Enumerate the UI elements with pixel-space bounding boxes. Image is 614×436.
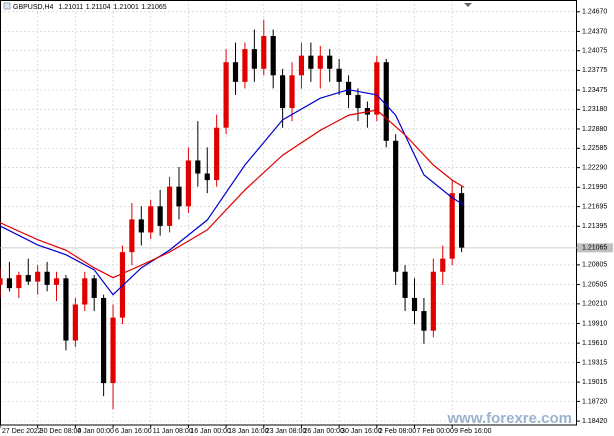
bid-label: 1.21065 <box>582 245 607 252</box>
x-tick-label: 27 Dec 2022 <box>2 428 42 435</box>
candle-body <box>129 219 135 253</box>
x-tick-label: 7 Feb 00:00 <box>416 428 453 435</box>
candle-body <box>317 55 323 69</box>
candle-body <box>327 55 333 69</box>
bid-box <box>577 243 613 253</box>
y-tick-label: 1.21990 <box>582 184 607 191</box>
x-tick-label: 2 Feb 08:00 <box>379 428 416 435</box>
candle-body <box>157 206 163 226</box>
candle-body <box>459 193 465 248</box>
y-tick-label: 1.24370 <box>582 28 607 35</box>
candle-body <box>119 252 126 318</box>
header-value: 1.21001 <box>114 4 139 11</box>
candle-body <box>53 278 60 285</box>
candle-body <box>280 75 286 109</box>
x-tick-label: 9 Feb 16:00 <box>454 428 491 435</box>
x-tick-label: 23 Jan 08:00 <box>266 428 307 435</box>
y-tick-label: 1.23475 <box>582 87 607 94</box>
y-tick-label: 1.20805 <box>582 262 607 269</box>
y-tick-label: 1.21395 <box>582 223 607 230</box>
y-tick-label: 1.24670 <box>582 9 607 16</box>
candle-body <box>214 127 220 181</box>
candle-body <box>44 271 50 285</box>
y-tick-label: 1.20505 <box>582 281 607 288</box>
x-tick-label: 18 Jan 16:00 <box>228 428 269 435</box>
plot-frame <box>0 0 577 426</box>
x-tick-label: 11 Jan 08:00 <box>153 428 193 435</box>
candle-body <box>16 275 22 289</box>
y-tick-label: 1.22880 <box>582 126 607 133</box>
candle-body <box>185 160 191 207</box>
candle-body <box>251 49 257 69</box>
scroll-triangle <box>464 3 472 7</box>
moving-average <box>0 109 465 279</box>
symbol-icon <box>3 2 11 10</box>
header-value: 1.21104 <box>86 4 111 11</box>
y-tick-label: 1.23775 <box>582 67 607 74</box>
header-value: 1.21011 <box>58 4 83 11</box>
candle-body <box>430 271 436 331</box>
y-tick-label: 1.23180 <box>582 106 607 113</box>
candle-body <box>393 140 399 272</box>
candle-body <box>195 160 201 174</box>
candle-body <box>232 62 239 82</box>
y-tick-label: 1.19910 <box>582 320 607 327</box>
x-tick-label: 30 Jan 16:00 <box>341 428 382 435</box>
y-tick-label: 1.18720 <box>582 398 607 405</box>
y-tick-label: 1.20210 <box>582 301 607 308</box>
candle-body <box>355 94 361 109</box>
candle-body <box>223 62 229 128</box>
x-tick-label: 4 Jan 00:00 <box>77 428 114 435</box>
candle-body <box>82 278 88 305</box>
x-tick-label: 16 Jan 00:00 <box>190 428 231 435</box>
x-tick-label: 30 Dec 08:00 <box>40 428 82 435</box>
candle-body <box>204 173 210 181</box>
candle-body <box>166 186 173 226</box>
candle-body <box>421 311 427 331</box>
candle-body <box>6 278 13 289</box>
candle-body <box>0 278 3 285</box>
header-value: GBPUSD,H4 <box>13 4 54 11</box>
watermark: www.forexre.com <box>447 410 572 427</box>
y-tick-label: 1.18420 <box>582 418 607 425</box>
candle-body <box>261 36 267 69</box>
y-tick-label: 1.22585 <box>582 145 607 152</box>
candle-body <box>383 62 389 141</box>
grid <box>0 0 577 425</box>
candle-body <box>242 49 248 82</box>
candle-body <box>402 271 408 298</box>
candle-body <box>91 278 97 298</box>
candle-body <box>440 258 446 272</box>
header-value: 1.21065 <box>141 4 166 11</box>
y-tick-label: 1.19315 <box>582 359 607 366</box>
y-tick-label: 1.22290 <box>582 164 607 171</box>
chart-header: GBPUSD,H4 1.21011 1.21104 1.21001 1.21065 <box>13 4 167 11</box>
candle-body <box>110 317 116 384</box>
candle-body <box>308 55 314 69</box>
candle-body <box>101 297 107 384</box>
candle-body <box>176 186 182 207</box>
y-tick-label: 1.24075 <box>582 48 607 55</box>
y-tick-label: 1.21695 <box>582 203 607 210</box>
candle-body <box>72 304 78 341</box>
x-tick-label: 6 Jan 16:00 <box>115 428 152 435</box>
candle-body <box>289 75 295 109</box>
candle-body <box>25 275 31 282</box>
candle-body <box>138 219 144 233</box>
candle-body <box>411 297 418 312</box>
candle-body <box>336 68 342 82</box>
x-tick-label: 26 Jan 00:00 <box>303 428 344 435</box>
candle-body <box>148 206 154 233</box>
candle-body <box>35 271 41 282</box>
candle-body <box>374 62 380 115</box>
y-tick-label: 1.19610 <box>582 340 607 347</box>
candle-body <box>449 193 455 259</box>
candle-body <box>345 81 352 95</box>
candle-body <box>270 36 276 76</box>
y-tick-label: 1.19015 <box>582 379 607 386</box>
candle-body <box>298 55 305 76</box>
candle-body <box>63 278 69 341</box>
